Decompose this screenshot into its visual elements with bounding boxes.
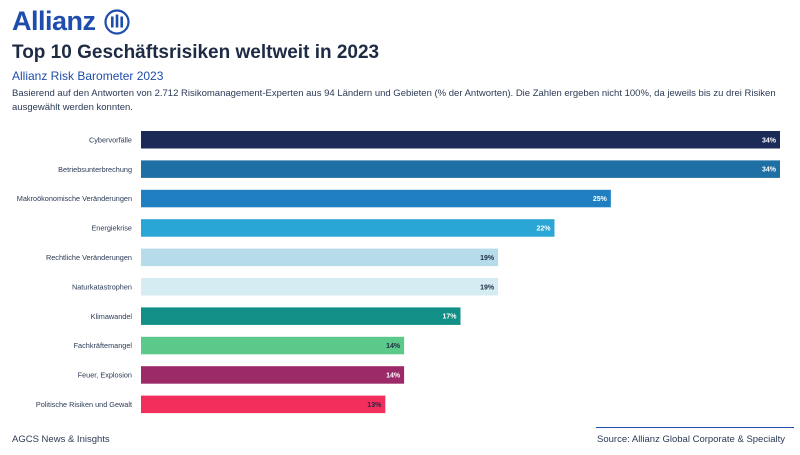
category-label: Rechtliche Veränderungen bbox=[46, 253, 132, 262]
category-label: Politische Risiken und Gewalt bbox=[36, 400, 132, 409]
category-label: Klimawandel bbox=[91, 312, 133, 321]
footer-news-label: AGCS News & Inisghts bbox=[12, 434, 110, 445]
category-label: Cybervorfälle bbox=[89, 135, 132, 144]
category-label: Fachkräftemangel bbox=[74, 341, 133, 350]
value-label: 14% bbox=[386, 372, 401, 379]
footer-source: Source: Allianz Global Corporate & Speci… bbox=[597, 434, 785, 445]
footer-divider bbox=[596, 427, 794, 428]
value-label: 14% bbox=[386, 343, 401, 350]
brand-name: Allianz bbox=[12, 6, 96, 36]
value-label: 34% bbox=[762, 167, 777, 174]
chart-subtitle: Allianz Risk Barometer 2023 bbox=[12, 69, 164, 83]
category-label: Energiekrise bbox=[91, 224, 132, 233]
value-label: 13% bbox=[367, 402, 382, 409]
value-label: 34% bbox=[762, 137, 777, 144]
category-label: Betriebsunterbrechung bbox=[58, 165, 132, 174]
bar bbox=[141, 189, 611, 208]
value-label: 19% bbox=[480, 284, 495, 291]
value-label: 25% bbox=[593, 196, 608, 203]
bar bbox=[141, 160, 780, 178]
category-label: Feuer, Explosion bbox=[78, 371, 132, 380]
bar bbox=[141, 248, 499, 267]
value-label: 19% bbox=[480, 255, 495, 262]
bar bbox=[141, 219, 555, 237]
category-label: Naturkatastrophen bbox=[72, 282, 132, 291]
bar bbox=[141, 395, 386, 414]
bar bbox=[141, 336, 405, 355]
value-label: 22% bbox=[536, 225, 551, 232]
category-label: Makroökonomische Veränderungen bbox=[17, 194, 132, 203]
chart-title: Top 10 Geschäftsrisiken weltweit in 2023 bbox=[12, 42, 380, 63]
bar bbox=[141, 131, 780, 149]
bar bbox=[141, 278, 499, 296]
allianz-eagle-icon bbox=[103, 8, 130, 35]
value-label: 17% bbox=[442, 314, 457, 321]
bar bbox=[141, 366, 405, 384]
chart-description: Basierend auf den Antworten von 2.712 Ri… bbox=[12, 88, 776, 113]
brand-logo: Allianz bbox=[12, 6, 130, 37]
bar bbox=[141, 307, 461, 325]
bar-chart: Cybervorfälle 34% Betriebsunterbrechung 34%… bbox=[17, 131, 780, 414]
